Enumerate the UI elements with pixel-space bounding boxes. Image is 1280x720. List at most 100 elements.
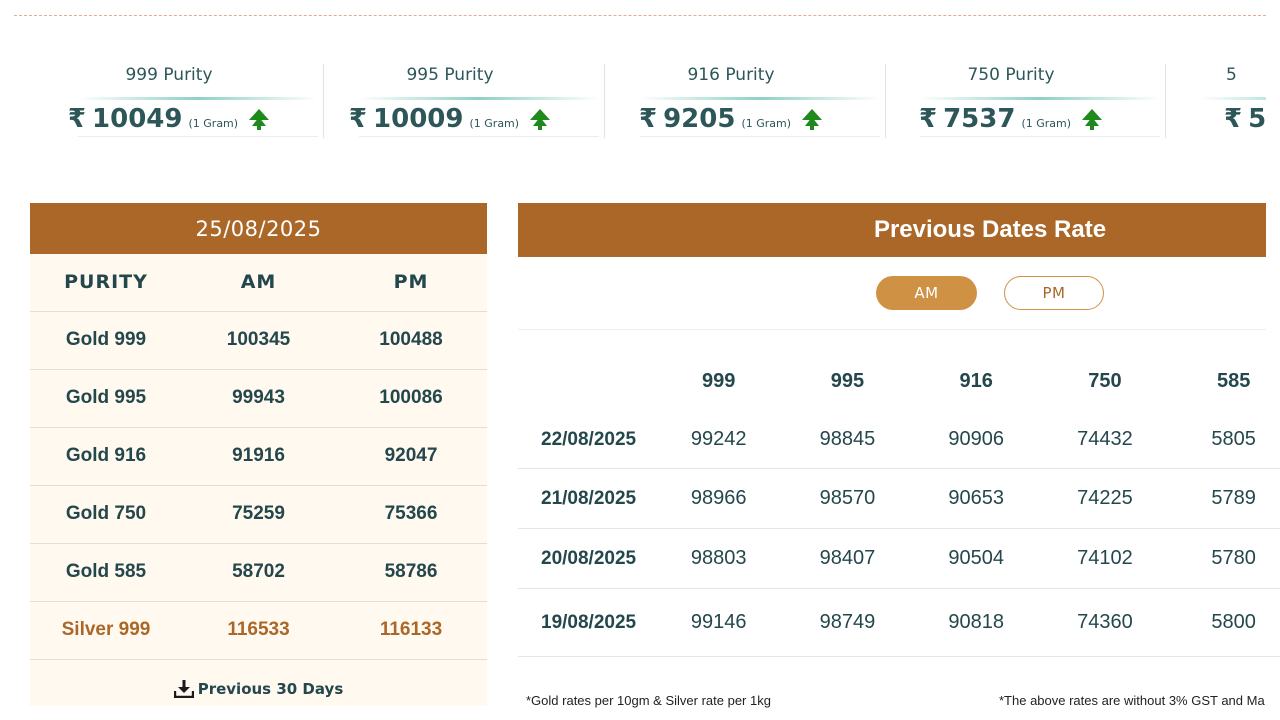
up-arrow-icon [802, 109, 823, 130]
ticker-purity-label: 750 Purity [967, 65, 1055, 85]
table-header-row: 999 995 916 750 585 [518, 351, 1280, 411]
pm-toggle-button[interactable]: PM [1004, 276, 1104, 310]
purity-ticker: 999 Purity ₹ 10049 (1 Gram) 995 Purity ₹… [30, 60, 1266, 140]
ticker-card-916: 916 Purity ₹ 9205 (1 Gram) [606, 60, 886, 138]
ticker-separator [604, 64, 605, 138]
table-header-row: PURITY AM PM [30, 254, 487, 312]
purity-cell: Gold 999 [30, 311, 182, 370]
ticker-purity-label: 995 Purity [406, 65, 494, 85]
ticker-purity-label: 5 [1226, 65, 1237, 85]
previous-dates-title-text: Previous Dates Rate [873, 216, 1107, 243]
rate-cell: 99146 [690, 611, 747, 633]
purity-cell: Gold 916 [30, 427, 182, 486]
am-rate-cell: 75259 [182, 485, 335, 544]
purity-cell: Gold 750 [30, 485, 182, 544]
ticker-separator [1165, 64, 1166, 138]
rate-cell: 74102 [1077, 547, 1133, 569]
up-arrow-icon [1082, 109, 1103, 130]
rupee-symbol: ₹ [1224, 104, 1243, 134]
top-divider [14, 15, 1266, 16]
purity-cell: Silver 999 [30, 601, 182, 660]
table-row: 21/08/2025 98966 98570 90653 74225 5789 [518, 469, 1280, 529]
rate-cell: 98803 [690, 547, 747, 569]
ticker-underline [78, 136, 318, 137]
rate-cell: 74360 [1077, 611, 1133, 633]
table-row: Gold 750 75259 75366 [30, 485, 487, 544]
rate-cell: 99242 [690, 428, 747, 450]
pm-rate-cell: 92047 [335, 427, 487, 486]
ticker-underline [359, 136, 599, 137]
ticker-amount: 7537 [943, 104, 1016, 134]
previous-rates-table: 999 995 916 750 585 22/08/2025 99242 988… [518, 351, 1280, 657]
ticker-card-999: 999 Purity ₹ 10049 (1 Gram) [44, 60, 324, 138]
previous-dates-title: Previous Dates Rate [518, 203, 1266, 257]
ticker-underline [920, 136, 1160, 137]
table-row: Gold 999 100345 100488 [30, 311, 487, 370]
table-row: 22/08/2025 99242 98845 90906 74432 5805 [518, 411, 1280, 469]
am-rate-cell: 116533 [182, 601, 335, 660]
rate-cell: 98845 [819, 428, 876, 450]
am-rate-cell: 91916 [182, 427, 335, 486]
rate-cell: 98407 [819, 547, 876, 569]
ticker-amount: 10049 [92, 104, 183, 134]
am-rate-cell: 58702 [182, 543, 335, 602]
ticker-unit: (1 Gram) [741, 116, 792, 130]
up-arrow-icon [530, 109, 551, 130]
date-cell: 22/08/2025 [541, 428, 637, 450]
table-row: 19/08/2025 99146 98749 90818 74360 5800 [518, 589, 1280, 657]
ticker-separator [885, 64, 886, 138]
rate-cell: 98749 [819, 611, 876, 633]
column-header-995: 995 [830, 369, 865, 392]
ticker-card-585: 5 ₹ 58 [1166, 60, 1266, 138]
table-row: Gold 995 99943 100086 [30, 369, 487, 428]
ticker-amount: 58 [1248, 104, 1266, 134]
column-header-585: 585 [1216, 369, 1251, 392]
date-cell: 21/08/2025 [541, 487, 637, 509]
rupee-symbol: ₹ [638, 104, 658, 134]
column-header-pm: PM [335, 254, 487, 312]
today-rates-table: PURITY AM PM Gold 999 100345 100488 Gold… [30, 254, 487, 660]
rate-cell: 90818 [948, 611, 1004, 633]
table-row: Gold 585 58702 58786 [30, 543, 487, 602]
ticker-amount: 10009 [373, 104, 464, 134]
rate-cell: 5805 [1211, 428, 1256, 450]
am-toggle-button[interactable]: AM [876, 276, 977, 310]
previous-30-days-link[interactable]: Previous 30 Days [30, 660, 487, 718]
rate-cell: 74432 [1077, 428, 1133, 450]
column-header-750: 750 [1088, 369, 1122, 392]
am-rate-cell: 100345 [182, 311, 335, 370]
ticker-card-750: 750 Purity ₹ 7537 (1 Gram) [886, 60, 1166, 138]
rate-cell: 5800 [1211, 611, 1256, 633]
rupee-symbol: ₹ [67, 104, 87, 134]
pm-rate-cell: 58786 [335, 543, 487, 602]
rate-cell: 5780 [1211, 547, 1256, 569]
rate-cell: 90504 [948, 547, 1004, 569]
rupee-symbol: ₹ [348, 104, 368, 134]
today-rates-panel: 25/08/2025 PURITY AM PM Gold 999 100345 … [30, 203, 487, 706]
ticker-purity-label: 999 Purity [125, 65, 213, 85]
ticker-separator [323, 64, 324, 138]
rate-cell: 98966 [690, 487, 747, 509]
column-header-999: 999 [701, 369, 736, 392]
am-rate-cell: 99943 [182, 369, 335, 428]
ticker-price: ₹ 58 [1166, 102, 1266, 136]
footnote-gst: *The above rates are without 3% GST and … [999, 693, 1265, 708]
rate-cell: 74225 [1077, 487, 1133, 509]
previous-30-days-label: Previous 30 Days [197, 679, 344, 698]
up-arrow-icon [249, 109, 270, 130]
column-header-916: 916 [959, 369, 993, 392]
column-header-purity: PURITY [30, 254, 182, 312]
pm-rate-cell: 75366 [335, 485, 487, 544]
today-date: 25/08/2025 [30, 203, 487, 254]
footnote-units: *Gold rates per 10gm & Silver rate per 1… [526, 693, 771, 708]
ticker-purity-label: 916 Purity [687, 65, 775, 85]
ticker-underline [640, 136, 880, 137]
pm-rate-cell: 100086 [335, 369, 487, 428]
ticker-unit: (1 Gram) [188, 116, 239, 130]
ticker-glow [359, 97, 599, 100]
ticker-price: ₹ 10009 (1 Gram) [325, 102, 575, 136]
panel-divider [518, 329, 1266, 330]
download-icon [173, 679, 194, 698]
rate-cell: 90906 [948, 428, 1004, 450]
ticker-unit: (1 Gram) [1021, 116, 1072, 130]
